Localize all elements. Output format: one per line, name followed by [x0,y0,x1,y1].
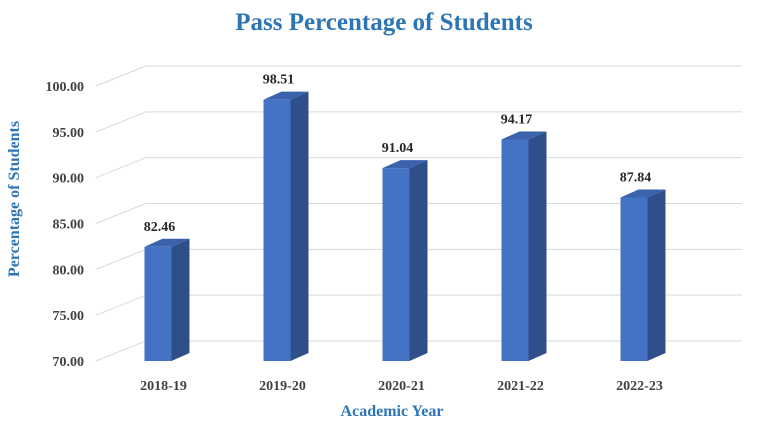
x-axis-ticks: 2018-19 2019-20 2020-21 2021-22 2022-23 [140,379,663,394]
bar-front [144,246,172,361]
bar-side [528,131,547,361]
x-axis-title: Academic Year [341,403,444,420]
data-label: 91.04 [382,141,414,156]
data-label: 82.46 [144,220,176,235]
y-axis-title: Percentage of Students [6,121,23,277]
x-tick-label: 2020-21 [378,379,425,394]
bar-front [382,168,410,361]
bar [501,131,547,361]
x-tick-label: 2021-22 [497,379,544,394]
bar-side [647,189,666,361]
bar-top [263,91,309,100]
y-axis-ticks: 70.00 75.00 80.00 85.00 90.00 95.00 100.00 [46,80,85,370]
x-tick-label: 2019-20 [259,379,306,394]
gridline [95,65,742,87]
x-tick-label: 2018-19 [140,379,187,394]
bar [382,160,428,361]
bar-front [501,139,529,361]
bar-front [263,99,291,362]
y-tick-label: 75.00 [53,309,85,324]
y-tick-label: 70.00 [53,355,85,370]
bars: 82.46 98.51 91.04 94.17 87.84 [144,73,666,362]
bar-side [409,160,428,361]
gridline [95,111,742,133]
bar-top [144,238,190,247]
y-tick-label: 90.00 [53,172,85,187]
y-tick-label: 100.00 [46,80,85,95]
y-tick-label: 95.00 [53,126,85,141]
data-label: 98.51 [263,73,295,88]
x-tick-label: 2022-23 [616,379,663,394]
y-tick-label: 85.00 [53,218,85,233]
bar-top [620,189,666,198]
y-tick-label: 80.00 [53,263,85,278]
bar [144,238,190,361]
bar-side [171,238,190,361]
bar-top [501,131,547,140]
bar-side [290,91,309,362]
data-label: 94.17 [501,112,533,127]
bar-top [382,160,428,169]
data-label: 87.84 [620,170,652,185]
chart-title: Pass Percentage of Students [235,9,533,36]
bar-front [620,197,648,361]
bar [263,91,309,362]
bar [620,189,666,361]
